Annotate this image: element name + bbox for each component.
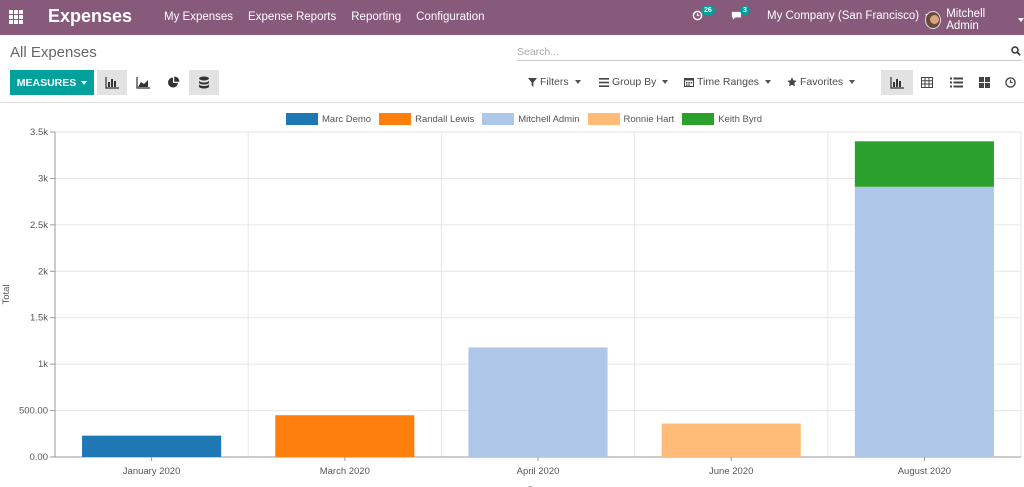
stacked-toggle-button[interactable] <box>189 70 219 95</box>
bar <box>854 141 994 187</box>
y-tick-label: 3.5k <box>30 127 48 138</box>
user-name: Mitchell Admin <box>946 8 986 32</box>
bar <box>468 347 608 457</box>
pie-chart-button[interactable] <box>158 70 188 95</box>
graph-view-button[interactable] <box>881 70 913 95</box>
list-icon <box>949 77 963 88</box>
y-tick-label: 2.5k <box>30 220 48 231</box>
favorites-dropdown[interactable]: Favorites <box>787 76 856 88</box>
x-tick-label: August 2020 <box>898 466 951 477</box>
filters-dropdown[interactable]: Filters <box>528 76 581 88</box>
database-icon <box>199 76 209 89</box>
x-tick-label: March 2020 <box>320 466 370 477</box>
y-tick-label: 2k <box>38 266 48 277</box>
clock-icon <box>1004 77 1016 88</box>
filter-icon <box>528 77 537 87</box>
menu-item-expense-reports[interactable]: Expense Reports <box>248 11 337 23</box>
legend-item[interactable]: Ronnie Hart <box>587 113 675 125</box>
bar-chart-icon <box>890 76 904 89</box>
comments-icon <box>731 11 742 20</box>
control-panel-divider <box>0 102 1024 103</box>
y-tick-label: 0.00 <box>30 452 49 463</box>
bars-icon <box>599 77 609 87</box>
pie-chart-icon <box>167 76 179 88</box>
legend-item[interactable]: Marc Demo <box>286 113 371 125</box>
list-view-button[interactable] <box>941 70 971 95</box>
top-navbar: Expenses My Expenses Expense Reports Rep… <box>0 0 1024 35</box>
legend-swatch <box>587 113 620 125</box>
th-large-icon <box>978 77 990 88</box>
y-tick-label: 1k <box>38 359 48 370</box>
chart-legend: Marc Demo Randall Lewis Mitchell Admin R… <box>286 113 770 125</box>
menu-item-my-expenses[interactable]: My Expenses <box>164 11 234 23</box>
star-icon <box>787 77 797 87</box>
line-chart-button[interactable] <box>128 70 158 95</box>
avatar <box>925 11 942 29</box>
legend-item[interactable]: Keith Byrd <box>682 113 762 125</box>
measures-label: MEASURES <box>16 76 77 89</box>
company-name: My Company (San Francisco) <box>767 10 920 22</box>
bar <box>661 423 801 457</box>
activity-view-button[interactable] <box>996 70 1024 95</box>
legend-item[interactable]: Randall Lewis <box>379 113 474 125</box>
y-tick-label: 500.00 <box>19 406 48 417</box>
bar-chart-icon <box>105 76 119 89</box>
bar <box>82 435 222 457</box>
user-menu[interactable]: Mitchell Admin <box>925 8 1024 32</box>
messages-button[interactable]: 3 <box>731 6 750 21</box>
legend-label: Randall Lewis <box>415 113 475 125</box>
clock-icon <box>692 10 703 21</box>
expenses-bar-chart: 0.00 500.00 1k 1.5k 2k 2.5k 3k 3.5k January 2020… <box>1 127 1022 487</box>
calendar-icon <box>684 78 694 87</box>
legend-label: Ronnie Hart <box>623 113 675 125</box>
main-menu: My Expenses Expense Reports Reporting Co… <box>164 11 500 23</box>
menu-item-configuration[interactable]: Configuration <box>416 11 485 23</box>
time-ranges-label: Time Ranges <box>697 76 760 88</box>
table-icon <box>921 77 933 88</box>
breadcrumb: All Expenses <box>10 44 97 61</box>
kanban-view-button[interactable] <box>969 70 999 95</box>
legend-label: Keith Byrd <box>718 113 763 125</box>
legend-swatch <box>682 113 715 125</box>
legend-label: Marc Demo <box>322 113 372 125</box>
x-axis-label: Date <box>528 485 548 487</box>
message-count-badge: 3 <box>740 6 750 15</box>
chevron-down-icon <box>662 80 669 84</box>
measures-button[interactable]: MEASURES <box>10 70 94 95</box>
activity-count-badge: 26 <box>701 6 715 15</box>
legend-swatch <box>286 113 318 125</box>
search-input[interactable] <box>517 43 1022 61</box>
legend-swatch <box>379 113 412 125</box>
y-tick-label: 3k <box>38 173 48 184</box>
legend-item[interactable]: Mitchell Admin <box>482 113 580 125</box>
x-tick-label: June 2020 <box>709 466 753 477</box>
search-icon[interactable] <box>1011 46 1021 56</box>
pivot-view-button[interactable] <box>912 70 942 95</box>
legend-swatch <box>482 113 515 125</box>
apps-menu-icon[interactable] <box>9 10 23 24</box>
y-tick-label: 1.5k <box>30 313 48 324</box>
company-switcher[interactable]: My Company (San Francisco) <box>767 10 932 22</box>
bar <box>275 415 415 457</box>
chevron-down-icon <box>1018 18 1024 22</box>
activity-button[interactable]: 26 <box>692 6 715 21</box>
filters-label: Filters <box>540 76 569 88</box>
chevron-down-icon <box>765 80 772 84</box>
group-by-dropdown[interactable]: Group By <box>599 76 669 88</box>
bar <box>854 186 994 457</box>
y-axis-label: Total <box>1 284 12 304</box>
area-chart-icon <box>136 76 150 89</box>
menu-item-reporting[interactable]: Reporting <box>351 11 402 23</box>
legend-label: Mitchell Admin <box>518 113 580 125</box>
time-ranges-dropdown[interactable]: Time Ranges <box>684 76 772 88</box>
chevron-down-icon <box>574 80 581 84</box>
group-by-label: Group By <box>612 76 657 88</box>
chevron-down-icon <box>849 80 856 84</box>
x-tick-label: April 2020 <box>517 466 560 477</box>
x-tick-label: January 2020 <box>123 466 181 477</box>
chevron-down-icon <box>81 80 88 85</box>
favorites-label: Favorites <box>800 76 844 88</box>
app-title: Expenses <box>48 6 133 26</box>
bar-chart-button[interactable] <box>97 70 127 95</box>
